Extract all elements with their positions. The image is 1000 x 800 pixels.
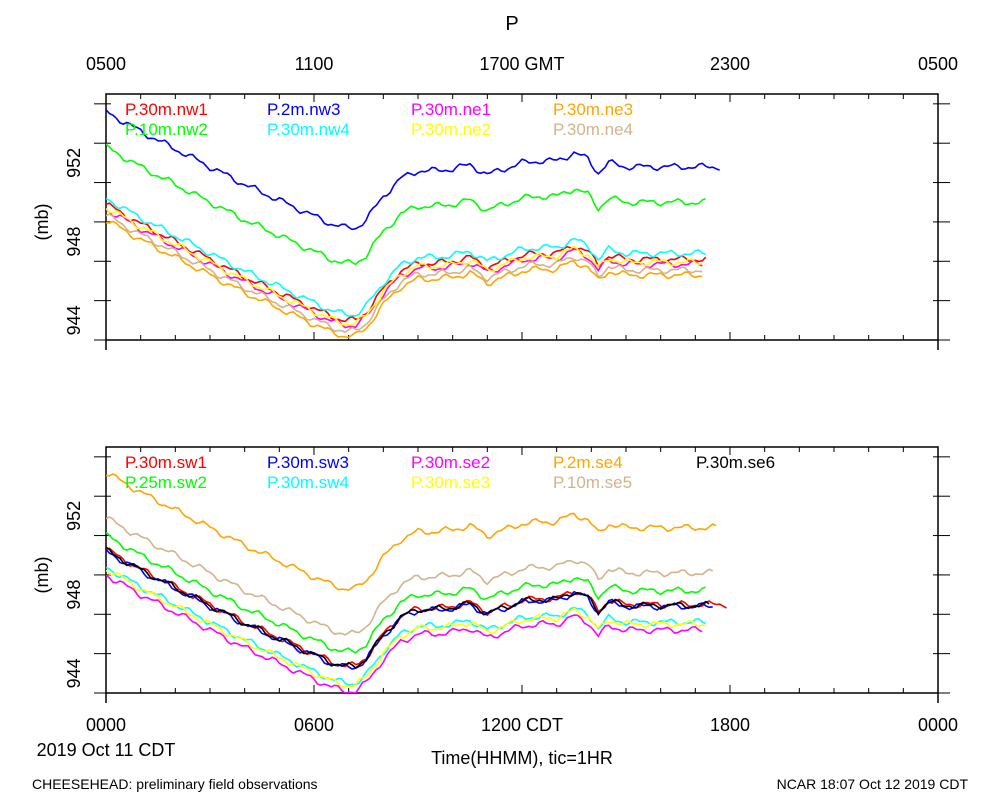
legend-label-P-30m-nw4: P.30m.nw4 [267,120,350,139]
series-line-P-30m-se2 [106,574,703,693]
y-tick-label: 944 [64,658,84,688]
top-tick-label: 0500 [86,54,126,74]
legend-label-P-30m-se3: P.30m.se3 [411,473,490,492]
x-axis-title: Time(HHMM), tic=1HR [431,748,613,768]
series-line-P-2m-nw3 [106,109,720,231]
legend-label-P-10m-nw2: P.10m.nw2 [125,120,208,139]
y-tick-label: 948 [64,227,84,257]
top-axis-tick-labels: 0500 1100 1700 GMT 2300 0500 [86,54,958,74]
bottom-tick-label: 1200 CDT [481,715,563,735]
legend-label-P-30m-se6: P.30m.se6 [696,453,775,472]
series-line-P-30m-sw1 [106,547,727,668]
bottom-axis-tick-labels: 0000 0600 1200 CDT 1800 0000 [86,715,958,735]
legend-label-P-30m-se2: P.30m.se2 [411,453,490,472]
top-tick-label: 1100 [295,54,334,74]
legend-label-P-30m-nw1: P.30m.nw1 [125,100,208,119]
series-line-P-30m-ne2 [106,207,703,326]
bottom-tick-label: 0000 [918,715,958,735]
series-line-P-2m-se4 [106,473,717,591]
bottom-tick-label: 0000 [86,715,126,735]
legend-label-P-10m-se5: P.10m.se5 [553,473,632,492]
legend-label-P-30m-ne3: P.30m.ne3 [553,100,633,119]
series-line-P-30m-se3 [106,569,706,688]
y-axis-title: (mb) [32,557,52,594]
footer-right: NCAR 18:07 Oct 12 2019 CDT [777,776,969,792]
series-lines [106,109,720,339]
series-line-P-10m-nw2 [106,143,706,266]
date-label: 2019 Oct 11 CDT [37,740,176,760]
bottom-tick-label: 0600 [294,715,334,735]
top-tick-label: 1700 GMT [479,54,564,74]
footer-left: CHEESEHEAD: preliminary field observatio… [32,776,318,792]
chart-title: P [505,13,518,35]
legend-label-P-30m-ne4: P.30m.ne4 [553,120,633,139]
legend-label-P-2m-se4: P.2m.se4 [553,453,623,472]
bottom-tick-label: 1800 [710,715,750,735]
y-axis-title: (mb) [32,204,52,241]
y-tick-label: 944 [64,305,84,335]
legend-label-P-30m-sw3: P.30m.sw3 [267,453,349,472]
series-line-P-25m-sw2 [106,531,706,654]
y-tick-label: 948 [64,580,84,610]
series-line-P-30m-sw3 [106,548,713,670]
series-line-P-30m-sw4 [106,566,707,686]
series-line-P-30m-ne3 [106,220,703,339]
legend-label-P-30m-sw4: P.30m.sw4 [267,473,349,492]
upper-panel: 944948952(mb)P.30m.nw1P.10m.nw2P.2m.nw3P… [32,93,950,350]
y-tick-label: 952 [64,501,84,531]
series-lines [106,473,727,693]
legend-label-P-30m-ne2: P.30m.ne2 [411,120,491,139]
legend-label-P-30m-sw1: P.30m.sw1 [125,453,207,472]
top-tick-label: 0500 [918,54,958,74]
y-tick-label: 952 [64,148,84,178]
legend-label-P-25m-sw2: P.25m.sw2 [125,473,207,492]
legend-label-P-30m-ne1: P.30m.ne1 [411,100,491,119]
series-line-P-30m-se6 [106,546,710,670]
plot-frame [105,93,939,341]
legend-label-P-2m-nw3: P.2m.nw3 [267,100,340,119]
series-line-P-30m-ne4 [106,213,703,333]
series-line-P-30m-nw4 [106,197,707,318]
top-tick-label: 2300 [710,54,750,74]
series-line-P-10m-se5 [106,516,714,636]
